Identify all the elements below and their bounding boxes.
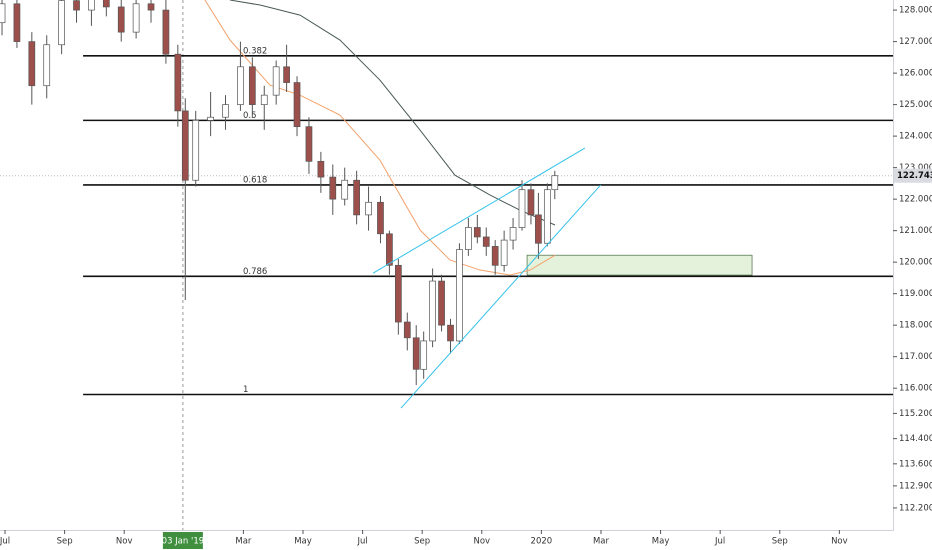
candle-body xyxy=(117,6,125,33)
candle-body xyxy=(181,110,189,181)
candle-body xyxy=(260,94,268,105)
fib-label: 0.786 xyxy=(243,267,267,277)
moving-average xyxy=(229,0,556,226)
candle-body xyxy=(73,0,80,11)
candle-body xyxy=(438,280,445,326)
fib-label: 1 xyxy=(243,385,248,395)
candle-body xyxy=(377,201,384,235)
candle-body xyxy=(222,104,229,118)
x-tick-label: Jul xyxy=(714,537,725,547)
y-tick-label: 112.900 xyxy=(899,481,932,491)
candle-body xyxy=(283,66,290,83)
candle-body xyxy=(237,66,244,105)
candle-body xyxy=(365,201,372,216)
y-tick-label: 125.000 xyxy=(899,100,932,110)
y-tick-label: 119.000 xyxy=(899,289,932,299)
y-tick-label: 120.000 xyxy=(899,258,932,268)
candle-body xyxy=(527,189,535,216)
x-tick-label: Sep xyxy=(772,537,788,547)
x-tick-label: 2020 xyxy=(531,537,553,547)
candle-body xyxy=(518,189,526,228)
candle-body xyxy=(132,3,140,33)
candle-body xyxy=(500,239,508,266)
candle-body xyxy=(192,120,200,181)
candle-body xyxy=(88,0,95,11)
candle-body xyxy=(317,160,325,178)
candle-body xyxy=(293,82,301,128)
candle-body xyxy=(473,227,481,238)
y-tick-label: 116.000 xyxy=(899,384,932,394)
y-tick-label: 124.000 xyxy=(899,132,932,142)
crosshair-label-box xyxy=(162,532,203,549)
y-tick-label: 123.000 xyxy=(899,163,932,173)
candle-body xyxy=(329,176,337,200)
candle-body xyxy=(13,3,21,42)
moving-average xyxy=(204,0,556,276)
y-tick-label: 126.000 xyxy=(899,69,932,79)
candle-body xyxy=(272,66,280,96)
x-tick-label: Mar xyxy=(235,537,252,547)
candle-body xyxy=(353,179,360,216)
trendline xyxy=(372,147,586,274)
last-price-label: 122.743 xyxy=(897,171,932,181)
y-tick-label: 112.200 xyxy=(899,503,932,513)
candle-body xyxy=(305,126,313,162)
candle-body xyxy=(0,3,6,24)
y-tick-label: 114.400 xyxy=(899,434,932,444)
candle-body xyxy=(465,227,472,250)
y-tick-label: 115.200 xyxy=(899,409,932,419)
candle-body xyxy=(535,214,542,244)
candle-body xyxy=(447,324,454,342)
candle-body xyxy=(412,337,420,370)
candle-body xyxy=(174,53,182,112)
candle-body xyxy=(162,9,170,55)
fib-label: 0.382 xyxy=(243,46,267,56)
candle-body xyxy=(429,280,436,342)
fib-label: 0.618 xyxy=(243,175,267,185)
x-tick-label: Sep xyxy=(57,537,73,547)
y-tick-label: 121.000 xyxy=(899,226,932,236)
candle-body xyxy=(403,321,411,339)
x-tick-label: Sep xyxy=(414,537,430,547)
candle-body xyxy=(207,116,214,121)
candle-body xyxy=(248,66,256,105)
y-tick-label: 122.000 xyxy=(899,195,932,205)
candle-body xyxy=(394,264,402,323)
x-tick-label: Jul xyxy=(356,537,367,547)
crosshair-label: 03 Jan '19 xyxy=(162,537,204,547)
candle-body xyxy=(482,236,490,247)
candle-body xyxy=(551,175,559,191)
y-tick-label: 113.600 xyxy=(899,459,932,469)
y-tick-label: 117.000 xyxy=(899,352,932,362)
x-tick-label: Nov xyxy=(116,537,133,547)
fib-label: 0.5 xyxy=(243,111,257,121)
x-tick-label: Jul xyxy=(0,537,10,547)
candle-body xyxy=(420,340,428,370)
candle-body xyxy=(491,246,499,266)
candle-body xyxy=(43,44,51,87)
candle-body xyxy=(341,179,349,200)
candle-body xyxy=(102,0,110,8)
candle-body xyxy=(386,233,393,266)
x-tick-label: Mar xyxy=(593,537,610,547)
x-tick-label: Nov xyxy=(473,537,490,547)
last-price-box xyxy=(894,168,932,183)
candle-body xyxy=(147,3,155,11)
candle-body xyxy=(28,41,36,87)
candle-body xyxy=(509,227,517,241)
y-tick-label: 127.000 xyxy=(899,37,932,47)
trendline xyxy=(400,184,602,409)
x-tick-label: May xyxy=(652,537,670,547)
zone xyxy=(526,254,753,276)
candle-body xyxy=(58,0,65,46)
y-tick-label: 118.000 xyxy=(899,321,932,331)
x-tick-label: Nov xyxy=(831,537,848,547)
candle-body xyxy=(543,189,551,244)
candle-body xyxy=(456,249,463,342)
x-tick-label: May xyxy=(294,537,312,547)
y-tick-label: 128.000 xyxy=(899,6,932,16)
